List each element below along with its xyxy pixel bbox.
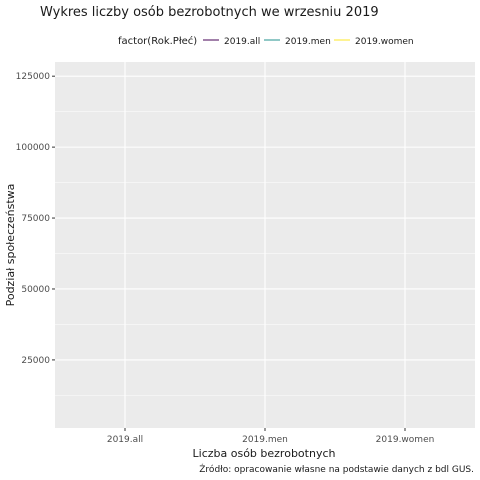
legend-item-all: 2019.all xyxy=(203,37,260,47)
y-tick-label: 25000 xyxy=(21,356,50,366)
x-axis-title: Liczba osób bezrobotnych xyxy=(193,447,336,460)
legend-label-men: 2019.men xyxy=(285,37,331,47)
chart-title: Wykres liczby osób bezrobotnych we wrzes… xyxy=(40,5,379,20)
legend-title: factor(Rok.Płeć) xyxy=(118,35,197,47)
y-tick-label: 100000 xyxy=(16,143,51,153)
legend-item-women: 2019.women xyxy=(334,37,414,47)
grid-layer xyxy=(55,62,475,428)
y-axis: 25000 50000 75000 100000 125000 xyxy=(16,72,55,366)
y-axis-title: Podział społeczeństwa xyxy=(4,184,17,307)
x-tick-label: 2019.women xyxy=(376,435,435,445)
y-tick-label: 125000 xyxy=(16,72,51,82)
y-tick-label: 50000 xyxy=(21,285,50,295)
x-axis: 2019.all 2019.men 2019.women xyxy=(107,428,434,445)
legend: factor(Rok.Płeć) 2019.all 2019.men 2019.… xyxy=(118,35,414,47)
legend-label-women: 2019.women xyxy=(355,37,414,47)
chart-caption: Źródło: opracowanie własne na podstawie … xyxy=(199,463,474,475)
x-tick-label: 2019.all xyxy=(107,435,143,445)
legend-item-men: 2019.men xyxy=(264,37,331,47)
y-tick-label: 75000 xyxy=(21,214,50,224)
x-tick-label: 2019.men xyxy=(242,435,288,445)
legend-label-all: 2019.all xyxy=(224,37,260,47)
